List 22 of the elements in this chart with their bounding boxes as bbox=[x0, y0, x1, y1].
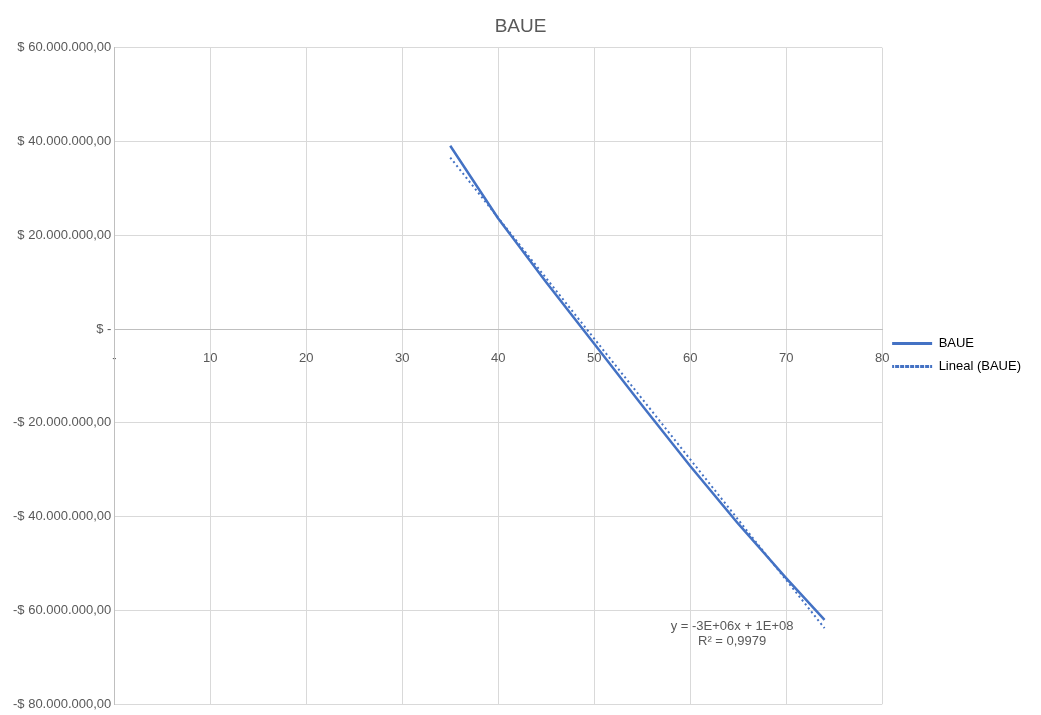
y-tick-label: $ 60.000.000,00 bbox=[17, 39, 112, 55]
x-tick-label: 50 bbox=[586, 350, 602, 366]
y-tick-label: -$ 80.000.000,00 bbox=[12, 695, 112, 711]
y-tick-label: -$ 20.000.000,00 bbox=[12, 414, 112, 430]
y-tick-label: -$ 40.000.000,00 bbox=[12, 508, 112, 524]
annotation: R² = 0,9979 bbox=[697, 632, 767, 648]
y-tick-label: $ 20.000.000,00 bbox=[17, 226, 112, 242]
annotation: y = -3E+06x + 1E+08 bbox=[670, 617, 794, 633]
x-tick-label: 30 bbox=[395, 350, 410, 366]
x-tick-label: 20 bbox=[299, 350, 314, 366]
legend-label: BAUE bbox=[938, 335, 975, 351]
x-tick-label: - bbox=[112, 350, 117, 366]
x-tick-label: 70 bbox=[778, 350, 794, 366]
x-tick-label: 10 bbox=[203, 350, 218, 366]
y-tick-label: $ 40.000.000,00 bbox=[17, 133, 112, 149]
x-tick-label: 40 bbox=[490, 350, 506, 366]
y-tick-label: $ - bbox=[96, 320, 112, 336]
legend-label: Lineal (BAUE) bbox=[938, 358, 1022, 374]
chart-title: BAUE bbox=[494, 14, 547, 36]
y-tick-label: -$ 60.000.000,00 bbox=[12, 602, 112, 618]
x-tick-label: 60 bbox=[682, 350, 698, 366]
x-tick-label: 80 bbox=[874, 350, 890, 366]
